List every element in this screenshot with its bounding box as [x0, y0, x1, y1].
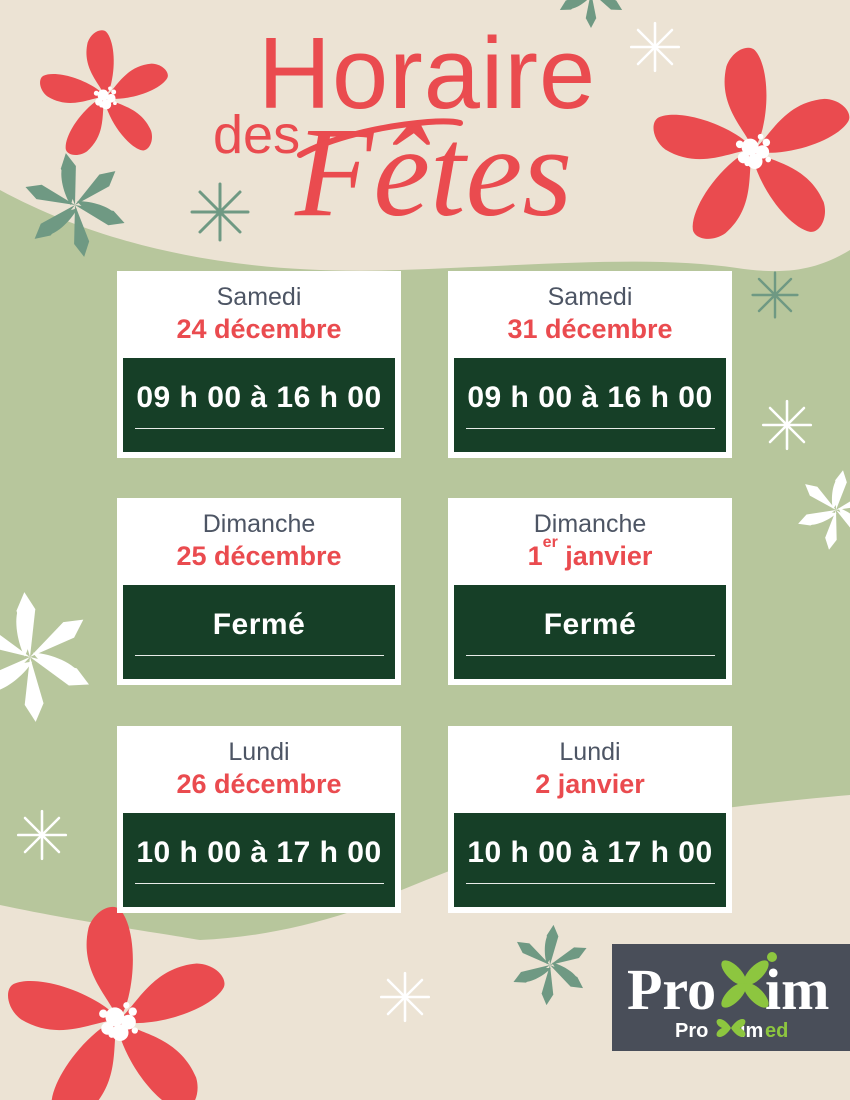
svg-text:im: im: [765, 957, 829, 1022]
svg-text:ed: ed: [765, 1020, 788, 1042]
svg-text:Pro: Pro: [627, 957, 716, 1022]
svg-text:Pro: Pro: [675, 1020, 708, 1042]
